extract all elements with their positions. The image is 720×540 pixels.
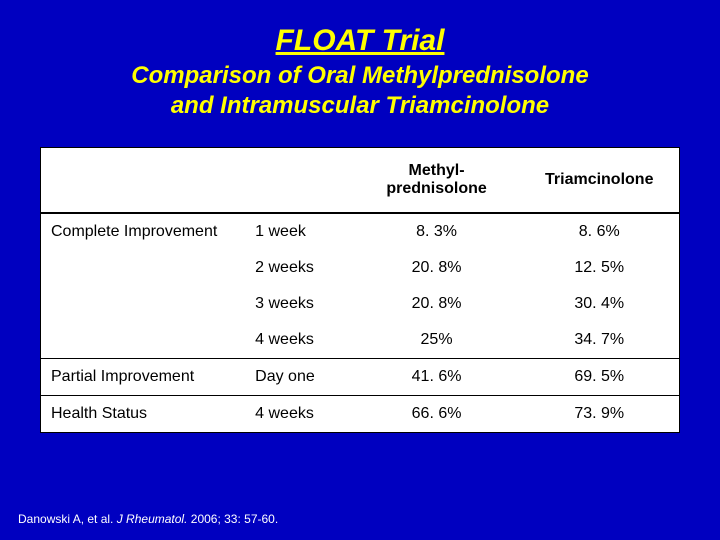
row-value-a: 20. 8% — [354, 286, 520, 322]
row-value-b: 30. 4% — [519, 286, 679, 322]
row-category — [41, 322, 245, 359]
header-col-b: Triamcinolone — [519, 148, 679, 213]
header-blank-2 — [245, 148, 353, 213]
row-value-a: 20. 8% — [354, 250, 520, 286]
row-value-a: 25% — [354, 322, 520, 359]
comparison-table-container: Methyl- prednisolone Triamcinolone Compl… — [40, 147, 680, 433]
row-value-b: 73. 9% — [519, 396, 679, 433]
citation-rest: 2006; 33: 57-60. — [191, 512, 278, 526]
row-value-b: 12. 5% — [519, 250, 679, 286]
table-row: Health Status4 weeks66. 6%73. 9% — [41, 396, 679, 433]
table-header-row: Methyl- prednisolone Triamcinolone — [41, 148, 679, 213]
table-row: 3 weeks20. 8%30. 4% — [41, 286, 679, 322]
row-timepoint: 4 weeks — [245, 396, 353, 433]
row-category: Complete Improvement — [41, 213, 245, 250]
table-body: Complete Improvement1 week8. 3%8. 6%2 we… — [41, 213, 679, 432]
comparison-table: Methyl- prednisolone Triamcinolone Compl… — [41, 148, 679, 432]
row-timepoint: 4 weeks — [245, 322, 353, 359]
row-timepoint: 2 weeks — [245, 250, 353, 286]
row-category: Health Status — [41, 396, 245, 433]
table-row: 4 weeks25%34. 7% — [41, 322, 679, 359]
subtitle-line-2: and Intramuscular Triamcinolone — [171, 92, 549, 119]
header-col-a-l2: prednisolone — [386, 180, 486, 197]
row-timepoint: Day one — [245, 359, 353, 396]
header-blank-1 — [41, 148, 245, 213]
row-value-a: 66. 6% — [354, 396, 520, 433]
row-value-b: 34. 7% — [519, 322, 679, 359]
header-col-a-l1: Methyl- — [409, 162, 465, 179]
citation-authors: Danowski A, et al. — [18, 512, 117, 526]
table-row: Complete Improvement1 week8. 3%8. 6% — [41, 213, 679, 250]
citation-journal: J Rheumatol. — [117, 512, 191, 526]
header-col-a: Methyl- prednisolone — [354, 148, 520, 213]
row-category: Partial Improvement — [41, 359, 245, 396]
subtitle-line-1: Comparison of Oral Methylprednisolone — [131, 62, 588, 89]
row-category — [41, 286, 245, 322]
row-value-b: 69. 5% — [519, 359, 679, 396]
citation: Danowski A, et al. J Rheumatol. 2006; 33… — [18, 512, 278, 526]
row-value-b: 8. 6% — [519, 213, 679, 250]
row-timepoint: 1 week — [245, 213, 353, 250]
slide-title: FLOAT Trial — [0, 0, 720, 58]
row-value-a: 8. 3% — [354, 213, 520, 250]
row-timepoint: 3 weeks — [245, 286, 353, 322]
slide-subtitle: Comparison of Oral Methylprednisolone an… — [0, 58, 720, 121]
table-row: 2 weeks20. 8%12. 5% — [41, 250, 679, 286]
row-value-a: 41. 6% — [354, 359, 520, 396]
table-row: Partial ImprovementDay one41. 6%69. 5% — [41, 359, 679, 396]
row-category — [41, 250, 245, 286]
